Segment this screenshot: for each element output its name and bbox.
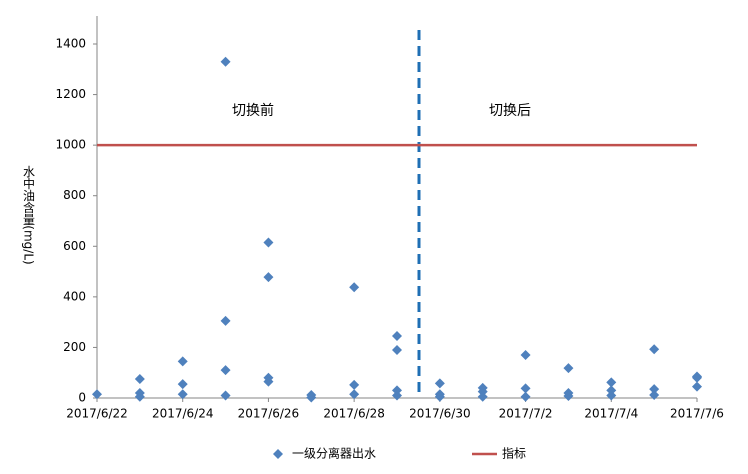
point [649,344,660,355]
x-tick-label: 2017/7/6 [670,407,724,421]
point [520,391,531,402]
point [263,376,274,387]
point [134,391,145,402]
point [220,390,231,401]
point [692,381,702,392]
point [563,363,574,374]
y-tick-label: 400 [63,289,86,303]
point [649,384,660,395]
y-axis-title: 水中油含量(mg/L) [22,165,36,265]
point [520,350,531,361]
annotation: 切换前 [232,102,274,119]
point [220,365,231,376]
y-tick-label: 600 [63,239,86,253]
x-tick-label: 2017/6/22 [66,407,128,421]
point [306,392,317,403]
x-tick-label: 2017/6/28 [323,407,385,421]
point [434,378,445,389]
point [349,282,360,293]
point [92,389,102,400]
annotation: 切换后 [489,102,531,119]
x-tick-label: 2017/7/2 [499,407,553,421]
point [649,389,660,400]
y-tick-label: 1000 [55,138,86,152]
y-tick-label: 1200 [55,87,86,101]
point [134,374,145,385]
x-tick-label: 2017/6/26 [238,407,300,421]
y-tick-label: 0 [78,391,86,405]
point [606,377,617,388]
point [220,56,231,67]
y-tick-label: 200 [63,340,86,354]
point [563,390,574,401]
legend-label: 指标 [502,446,526,461]
point [392,385,402,396]
point [392,390,402,401]
point [434,391,445,402]
point [349,379,360,390]
legend-label: 一级分离器出水 [292,446,376,461]
point [177,379,188,390]
point [263,237,274,248]
point [477,386,488,397]
point [349,389,360,400]
point [392,331,402,342]
point [606,385,617,396]
point [220,315,231,326]
point [520,383,531,394]
point [263,272,274,283]
y-tick-label: 1400 [55,37,86,51]
x-tick-label: 2017/7/4 [584,407,638,421]
legend-marker [273,449,283,459]
point [606,390,617,401]
x-tick-label: 2017/6/30 [409,407,471,421]
point [177,389,188,400]
point [177,356,188,367]
x-tick-label: 2017/6/24 [152,407,214,421]
point [477,391,488,402]
point [692,372,702,383]
y-tick-label: 800 [63,188,86,202]
point [392,344,402,355]
